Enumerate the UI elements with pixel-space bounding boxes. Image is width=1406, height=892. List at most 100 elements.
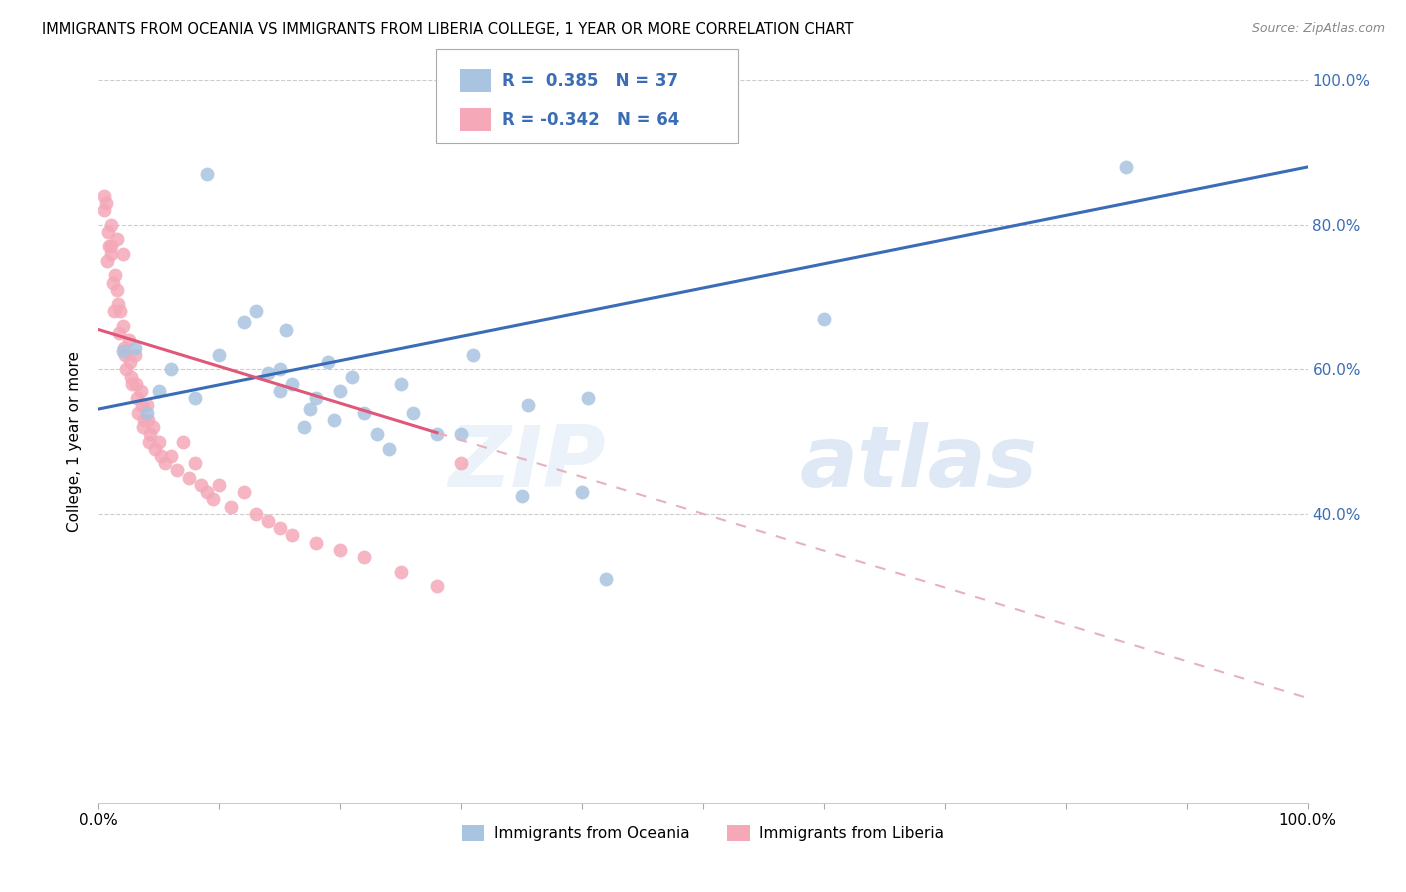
Point [100, 218, 122, 232]
Point [377, 442, 399, 456]
Point [571, 485, 593, 500]
Point [516, 398, 538, 412]
Point [108, 326, 131, 340]
Point [115, 362, 138, 376]
Point [160, 449, 183, 463]
Point [105, 283, 128, 297]
Text: R = -0.342   N = 64: R = -0.342 N = 64 [502, 111, 679, 128]
Point [269, 521, 291, 535]
Point [138, 434, 160, 449]
Point [139, 427, 162, 442]
Point [131, 398, 153, 412]
Point [426, 579, 449, 593]
Point [148, 434, 170, 449]
Y-axis label: College, 1 year or more: College, 1 year or more [67, 351, 83, 532]
Point [100, 246, 122, 260]
Point [172, 434, 194, 449]
Point [129, 384, 152, 398]
Point [112, 341, 135, 355]
Point [142, 420, 165, 434]
Point [114, 348, 136, 362]
Legend: Immigrants from Oceania, Immigrants from Liberia: Immigrants from Oceania, Immigrants from… [456, 819, 950, 847]
Point [135, 406, 157, 420]
Point [108, 304, 131, 318]
Point [120, 369, 142, 384]
Point [510, 489, 533, 503]
Point [389, 565, 412, 579]
Point [121, 376, 143, 391]
Point [329, 384, 352, 398]
Point [208, 348, 231, 362]
Text: R =  0.385   N = 37: R = 0.385 N = 37 [502, 71, 678, 89]
Point [97, 225, 120, 239]
Point [256, 366, 278, 380]
Point [245, 304, 267, 318]
Point [96, 253, 118, 268]
Point [135, 398, 157, 412]
Point [111, 318, 134, 333]
Point [576, 391, 599, 405]
Point [353, 550, 375, 565]
Point [179, 470, 201, 484]
Point [104, 268, 127, 283]
Point [111, 344, 134, 359]
Text: ZIP: ZIP [449, 422, 606, 505]
Point [94, 196, 117, 211]
Point [132, 420, 155, 434]
Point [450, 427, 472, 442]
Point [125, 376, 148, 391]
Point [101, 276, 124, 290]
Point [316, 355, 339, 369]
Point [353, 406, 375, 420]
Point [195, 485, 218, 500]
Point [256, 514, 278, 528]
Point [134, 413, 156, 427]
Text: Source: ZipAtlas.com: Source: ZipAtlas.com [1251, 22, 1385, 36]
Point [232, 315, 254, 329]
Point [195, 167, 218, 181]
Point [329, 542, 352, 557]
Point [323, 413, 346, 427]
Point [98, 239, 121, 253]
Point [221, 500, 243, 514]
Point [105, 232, 128, 246]
Point [426, 427, 449, 442]
Point [402, 406, 425, 420]
Point [118, 334, 141, 348]
Point [305, 535, 328, 549]
Point [107, 297, 129, 311]
Point [127, 391, 149, 405]
Point [366, 427, 388, 442]
Point [813, 311, 835, 326]
Point [100, 239, 122, 253]
Point [202, 492, 225, 507]
Point [136, 413, 159, 427]
Point [190, 478, 212, 492]
Point [299, 402, 322, 417]
Point [150, 449, 173, 463]
Text: atlas: atlas [800, 422, 1038, 505]
Point [389, 376, 412, 391]
Point [103, 304, 125, 318]
Point [93, 203, 115, 218]
Point [93, 189, 115, 203]
Point [463, 348, 485, 362]
Point [274, 322, 297, 336]
Point [292, 420, 315, 434]
Text: IMMIGRANTS FROM OCEANIA VS IMMIGRANTS FROM LIBERIA COLLEGE, 1 YEAR OR MORE CORRE: IMMIGRANTS FROM OCEANIA VS IMMIGRANTS FR… [42, 22, 853, 37]
Point [232, 485, 254, 500]
Point [342, 369, 364, 384]
Point [184, 391, 207, 405]
Point [269, 362, 291, 376]
Point [281, 528, 304, 542]
Point [111, 246, 134, 260]
Point [148, 384, 170, 398]
Point [118, 355, 141, 369]
Point [153, 456, 176, 470]
Point [208, 478, 231, 492]
Point [281, 376, 304, 391]
Point [166, 463, 188, 477]
Point [595, 572, 617, 586]
Point [124, 341, 146, 355]
Point [1115, 160, 1137, 174]
